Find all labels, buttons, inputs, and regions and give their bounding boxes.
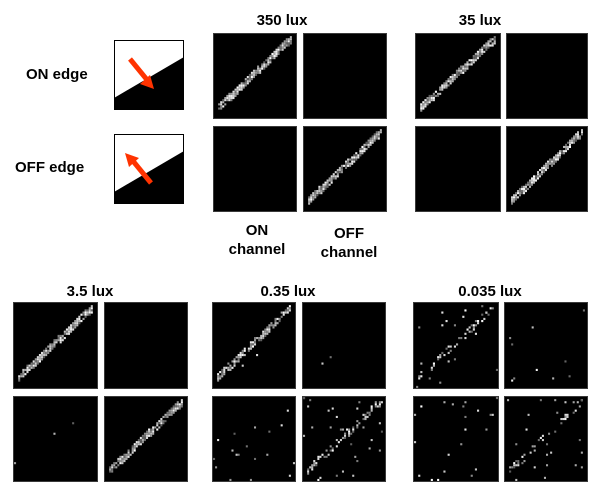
on-channel-label-line2: channel [228, 241, 286, 258]
lux-35-heading: 35 lux [458, 12, 502, 29]
panel-350lux-off-edge-off-channel [303, 126, 387, 212]
panel-3-5lux-on-edge-off-channel [104, 302, 188, 389]
panel-0-35lux-off-edge-off-channel [302, 396, 386, 482]
off-edge-stimulus-icon [114, 134, 184, 204]
panel-0-035lux-on-edge-off-channel [504, 302, 588, 389]
panel-0-035lux-on-edge-on-channel [413, 302, 499, 389]
panel-3-5lux-off-edge-off-channel [104, 396, 188, 482]
panel-35lux-off-edge-on-channel [415, 126, 501, 212]
panel-0-035lux-off-edge-on-channel [413, 396, 499, 482]
off-channel-label-line1: OFF [334, 225, 364, 242]
panel-35lux-on-edge-on-channel [415, 33, 501, 119]
on-edge-label: ON edge [26, 66, 88, 83]
panel-35lux-off-edge-off-channel [506, 126, 588, 212]
off-edge-label: OFF edge [15, 159, 85, 176]
lux-0-035-heading: 0.035 lux [458, 283, 522, 300]
panel-0-35lux-on-edge-on-channel [212, 302, 296, 389]
lux-3-5-heading: 3.5 lux [66, 283, 114, 300]
panel-0-35lux-on-edge-off-channel [302, 302, 386, 389]
panel-350lux-off-edge-on-channel [213, 126, 297, 212]
off-channel-label-line2: channel [320, 244, 378, 261]
panel-3-5lux-on-edge-on-channel [13, 302, 98, 389]
panel-35lux-on-edge-off-channel [506, 33, 588, 119]
on-channel-label-line1: ON [245, 222, 269, 239]
panel-350lux-on-edge-on-channel [213, 33, 297, 119]
panel-0-035lux-off-edge-off-channel [504, 396, 588, 482]
panel-3-5lux-off-edge-on-channel [13, 396, 98, 482]
on-edge-stimulus-icon [114, 40, 184, 110]
panel-350lux-on-edge-off-channel [303, 33, 387, 119]
lux-0-35-heading: 0.35 lux [260, 283, 316, 300]
panel-0-35lux-off-edge-on-channel [212, 396, 296, 482]
lux-350-heading: 350 lux [256, 12, 308, 29]
